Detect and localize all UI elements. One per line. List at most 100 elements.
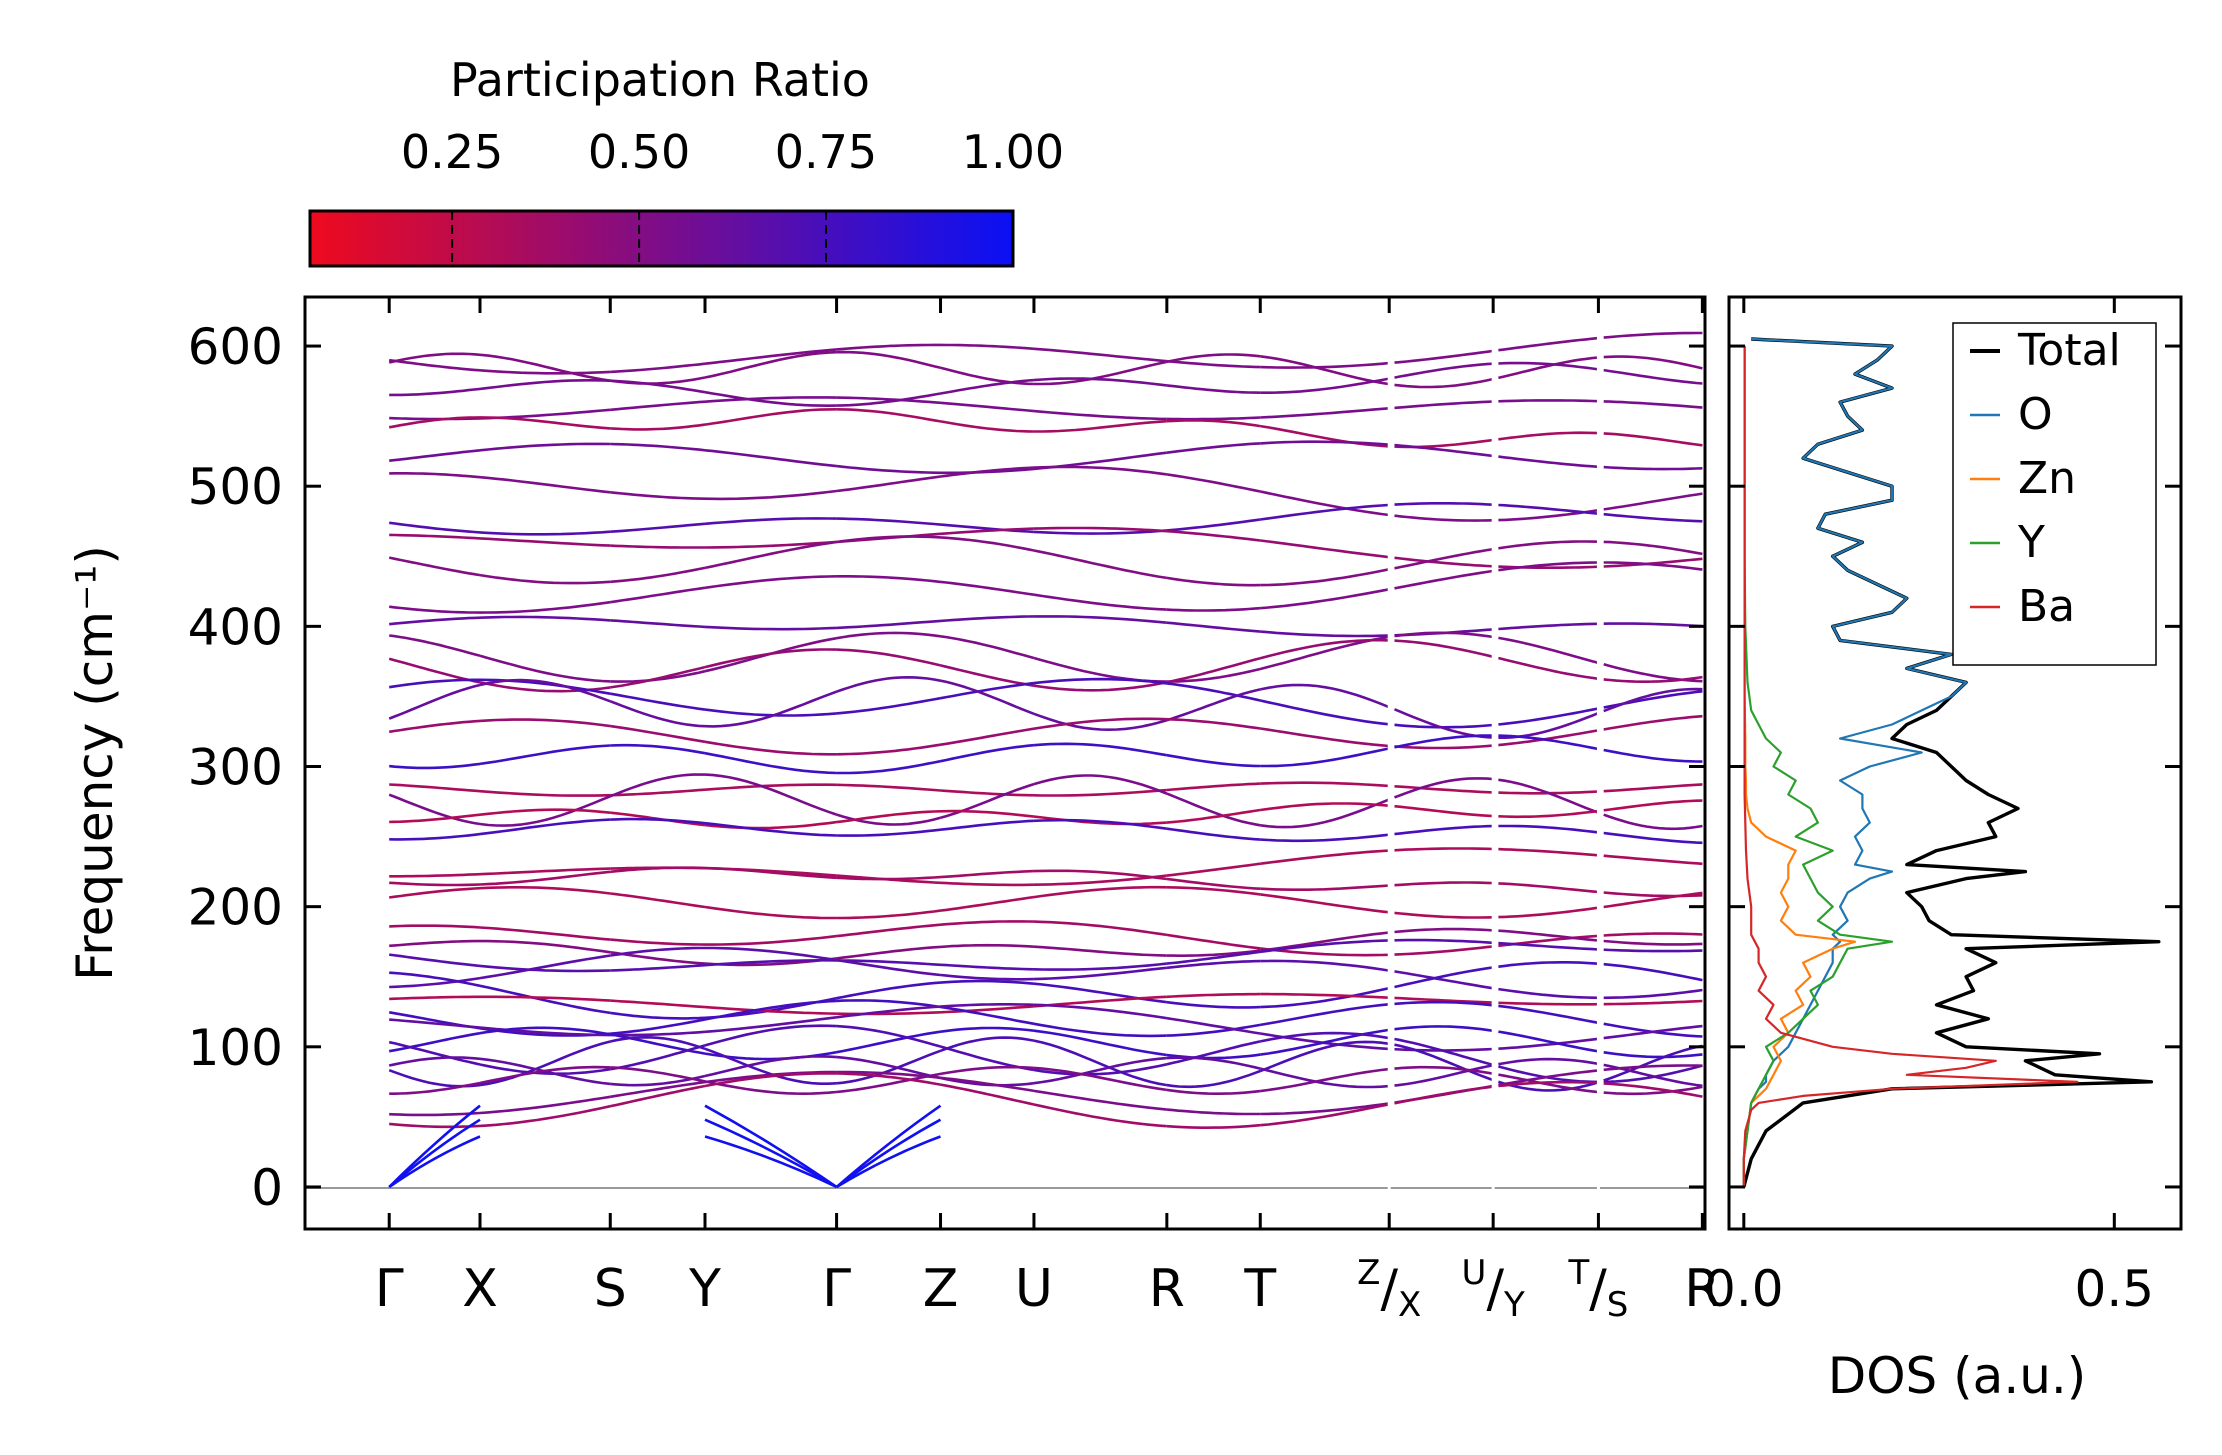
phonon-band bbox=[1260, 959, 1390, 972]
kpath-label: T/S bbox=[1567, 1253, 1628, 1325]
phonon-band bbox=[1394, 938, 1494, 945]
phonon-band bbox=[1033, 874, 1167, 886]
phonon-band bbox=[1260, 355, 1390, 386]
phonon-band bbox=[389, 472, 481, 479]
phonon-band bbox=[1260, 781, 1390, 788]
phonon-band bbox=[1260, 893, 1390, 914]
phonon-band bbox=[609, 700, 706, 728]
phonon-band bbox=[1603, 561, 1703, 571]
phonon-band bbox=[1033, 788, 1167, 797]
phonon-band bbox=[610, 743, 706, 755]
phonon-band bbox=[1260, 1103, 1390, 1127]
phonon-band bbox=[389, 387, 481, 397]
phonon-band bbox=[1033, 945, 1167, 957]
phonon-band bbox=[1166, 877, 1261, 890]
phonon-band bbox=[836, 396, 941, 405]
phonon-band bbox=[836, 958, 941, 977]
phonon-band bbox=[1166, 933, 1261, 950]
phonon-band bbox=[1498, 929, 1599, 942]
phonon-band bbox=[1603, 540, 1703, 556]
phonon-band bbox=[704, 540, 837, 549]
acoustic-branch bbox=[704, 1135, 838, 1189]
phonon-band bbox=[1166, 576, 1261, 587]
phonon-band bbox=[1033, 593, 1167, 611]
phonon-band bbox=[836, 517, 941, 526]
dos-legend: Total O Zn Y Ba bbox=[1952, 322, 2157, 666]
phonon-band bbox=[1498, 1080, 1599, 1088]
phonon-band bbox=[1033, 677, 1167, 685]
phonon-band bbox=[1166, 1123, 1261, 1129]
phonon-band bbox=[1603, 988, 1703, 1000]
phonon-band bbox=[389, 995, 480, 1001]
kpath-label: Z/X bbox=[1357, 1253, 1421, 1325]
phonon-band bbox=[1498, 941, 1599, 951]
phonon-band bbox=[940, 679, 1035, 716]
phonon-band bbox=[704, 999, 837, 1021]
dos-curves bbox=[1742, 337, 2161, 1188]
phonon-band bbox=[940, 378, 1034, 395]
phonon-band bbox=[1166, 959, 1261, 970]
phonon-band bbox=[1033, 885, 1167, 899]
phonon-band bbox=[389, 634, 481, 658]
phonon-band bbox=[480, 995, 611, 1002]
phonon-band bbox=[1260, 802, 1390, 812]
phonon-band bbox=[479, 964, 611, 973]
phonon-band bbox=[1394, 824, 1494, 836]
phonon-band bbox=[610, 1030, 706, 1037]
phonon-band bbox=[836, 981, 941, 1000]
phonon-band bbox=[836, 631, 941, 640]
phonon-band bbox=[1260, 699, 1390, 726]
phonon-band bbox=[836, 408, 941, 423]
phonon-band bbox=[1603, 1051, 1703, 1059]
phonon-band bbox=[389, 1081, 481, 1095]
phonon-band bbox=[836, 1070, 941, 1080]
phonon-band bbox=[1260, 503, 1390, 521]
phonon-band bbox=[1166, 353, 1261, 364]
kpath-label: Γ bbox=[375, 1259, 404, 1319]
phonon-band bbox=[1166, 1023, 1261, 1037]
phonon-band bbox=[1603, 1044, 1703, 1082]
phonon-band bbox=[1498, 961, 1599, 968]
phonon-band bbox=[389, 881, 481, 887]
phonon-band bbox=[940, 789, 1034, 797]
legend-label: Zn bbox=[2018, 453, 2076, 504]
phonon-band bbox=[479, 818, 611, 836]
phonon-band bbox=[1603, 687, 1703, 713]
phonon-band bbox=[479, 984, 611, 1015]
phonon-band bbox=[940, 1065, 1034, 1076]
phonon-band bbox=[704, 905, 837, 920]
phonon-band bbox=[1033, 465, 1167, 476]
phonon-band bbox=[1603, 400, 1703, 409]
phonon-band bbox=[836, 1005, 941, 1019]
segment-gap bbox=[1387, 299, 1391, 1201]
phonon-band bbox=[1260, 490, 1390, 517]
phonon-band bbox=[1498, 1069, 1599, 1087]
phonon-band bbox=[1166, 682, 1261, 702]
phonon-band bbox=[1166, 792, 1261, 827]
phonon-band bbox=[1394, 966, 1494, 989]
phonon-band bbox=[1166, 1069, 1261, 1089]
phonon-band bbox=[610, 522, 706, 533]
segment-gap bbox=[1491, 299, 1495, 1201]
phonon-band bbox=[940, 580, 1035, 596]
phonon-band bbox=[704, 408, 837, 426]
phonon-band bbox=[1603, 622, 1703, 628]
phonon-band bbox=[610, 566, 706, 584]
phonon-band bbox=[836, 945, 941, 960]
phonon-band bbox=[479, 442, 611, 452]
phonon-band bbox=[704, 740, 837, 756]
phonon-band bbox=[1498, 656, 1599, 681]
phonon-band bbox=[836, 1030, 941, 1054]
phonon-band bbox=[1166, 808, 1261, 824]
phonon-band bbox=[1033, 1029, 1167, 1057]
phonon-band bbox=[704, 783, 837, 791]
phonon-band bbox=[940, 681, 1035, 700]
phonon-band bbox=[610, 442, 706, 452]
phonon-band bbox=[1498, 1057, 1599, 1066]
phonon-band bbox=[1603, 465, 1703, 471]
phonon-band bbox=[940, 1026, 1035, 1033]
phonon-band bbox=[1033, 1003, 1168, 1020]
phonon-band bbox=[479, 1065, 611, 1085]
phonon-band bbox=[1603, 512, 1703, 523]
phonon-band bbox=[1166, 992, 1261, 999]
